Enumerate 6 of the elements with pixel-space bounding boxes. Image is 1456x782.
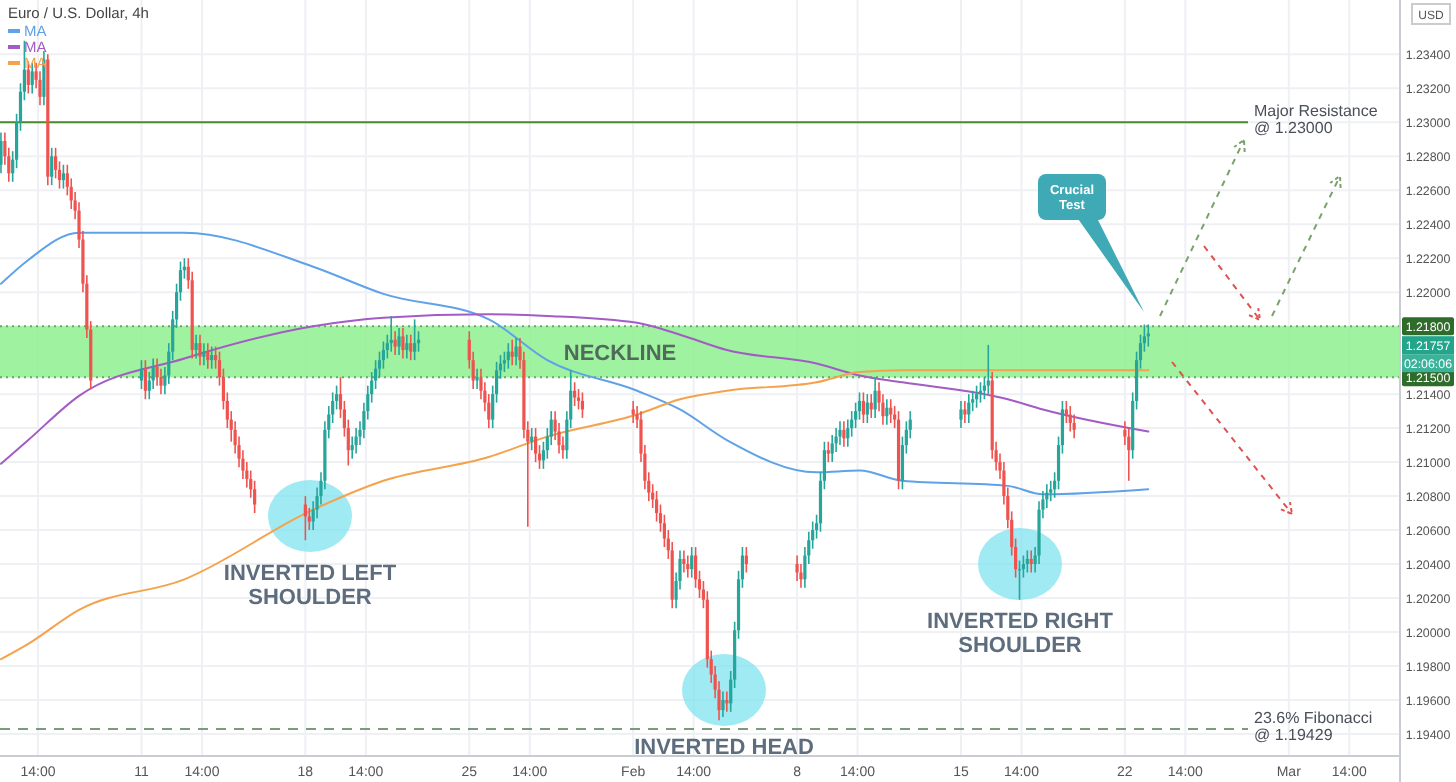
annotation: INVERTED HEAD [634, 736, 814, 760]
ref-line-label: Major Resistance @ 1.23000 [1254, 102, 1379, 138]
annotation: INVERTED LEFT SHOULDER [223, 562, 397, 610]
annotation: INVERTED RIGHT SHOULDER [927, 610, 1114, 658]
band-label: NECKLINE [563, 341, 677, 366]
ref-line-label: 23.6% Fibonacci @ 1.19429 [1254, 708, 1373, 744]
